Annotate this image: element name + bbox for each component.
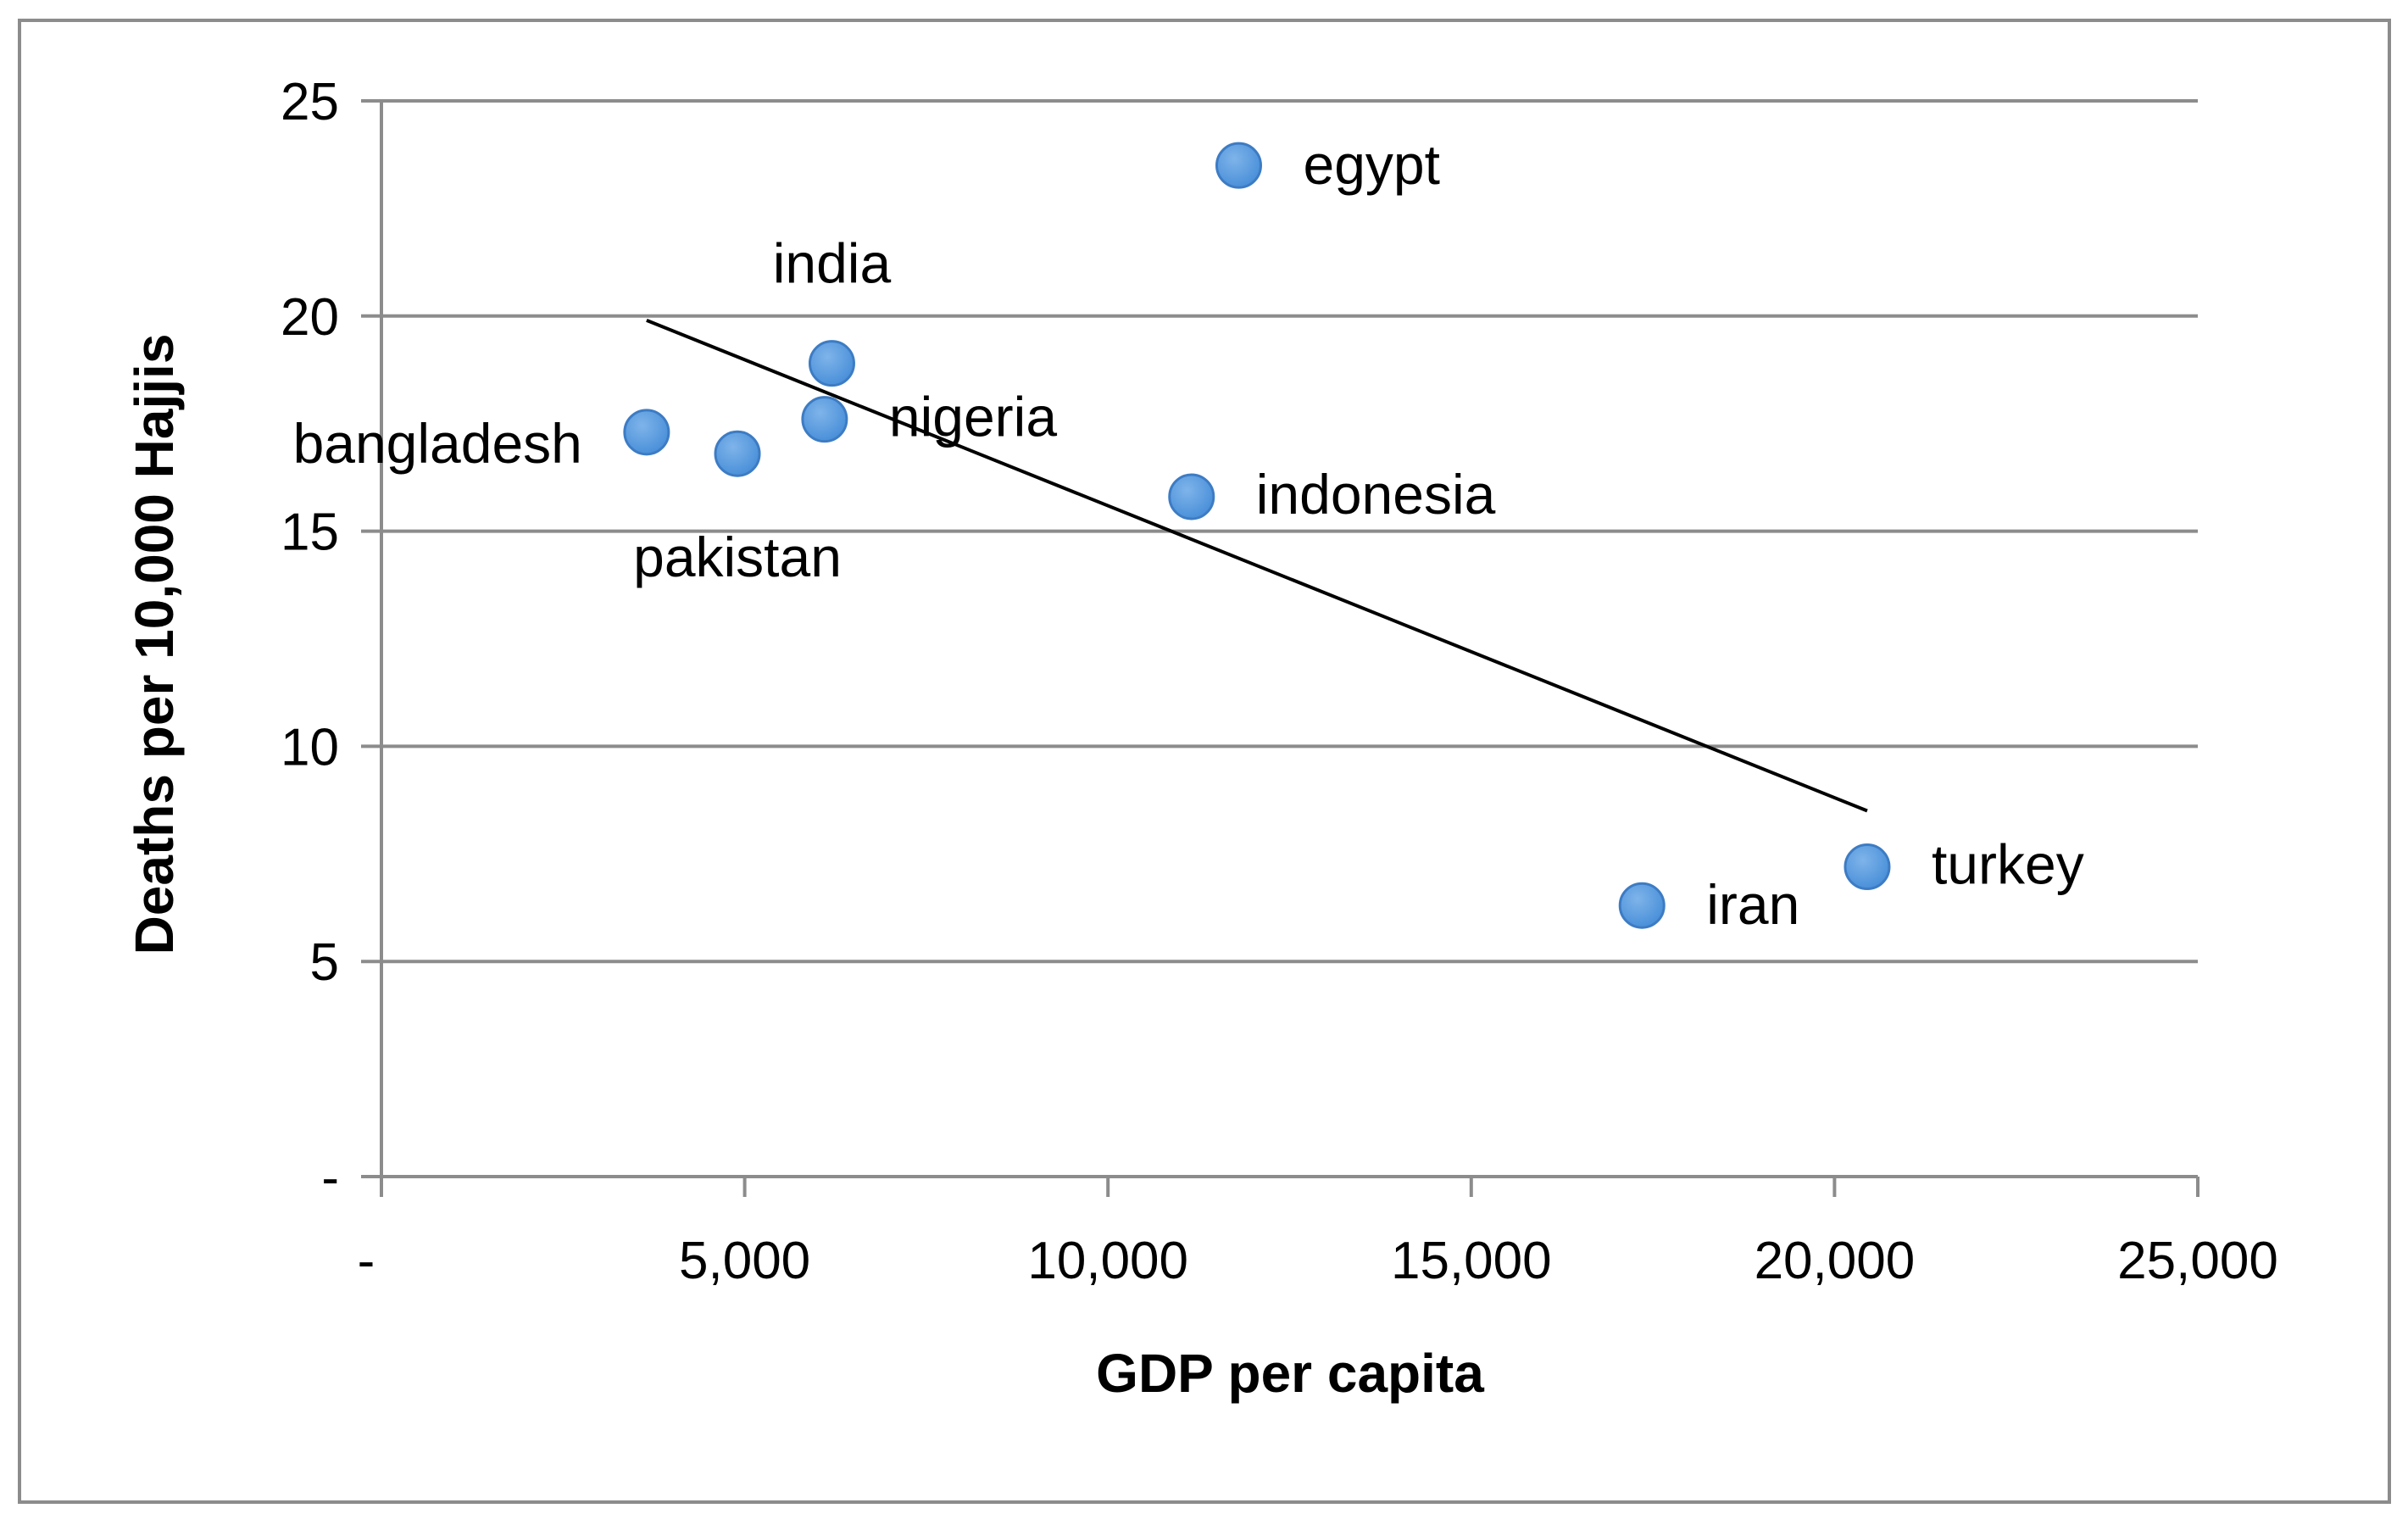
data-point [1215, 142, 1262, 189]
data-point [1168, 473, 1215, 520]
x-tick-label: - [358, 1232, 375, 1290]
point-label: turkey [1932, 833, 2084, 896]
point-label: egypt [1303, 133, 1439, 196]
point-label: india [773, 232, 892, 295]
y-tick-label: 25 [281, 73, 339, 131]
data-point [801, 396, 848, 443]
x-tick-label: 5,000 [679, 1232, 810, 1290]
point-label: indonesia [1256, 463, 1496, 526]
y-tick-label: 10 [281, 718, 339, 776]
y-tick-label: - [321, 1149, 339, 1207]
point-label: pakistan [633, 526, 842, 588]
point-labels: egypt india nigeria bangladesh pakistan indon… [293, 133, 2084, 936]
y-tick-label: 20 [281, 288, 339, 347]
trendline-layer [646, 319, 1868, 813]
y-tick-label: 5 [310, 933, 339, 992]
data-point [1844, 843, 1891, 891]
axes: - 5 10 15 20 25 - 5,000 10,000 15,000 20,000 25,000 [281, 73, 2278, 1290]
data-point [623, 409, 670, 456]
data-points [623, 142, 1891, 929]
x-tick-label: 15,000 [1391, 1232, 1552, 1290]
x-axis-title: GDP per capita [1096, 1343, 1484, 1404]
x-tick-label: 10,000 [1027, 1232, 1188, 1290]
point-label: bangladesh [293, 412, 582, 475]
point-label: nigeria [889, 386, 1057, 448]
trendline [646, 319, 1868, 813]
y-axis-title: Deaths per 10,000 Hajjis [124, 334, 185, 955]
chart-border [18, 19, 2391, 1504]
y-tick-label: 15 [281, 504, 339, 562]
data-point [1618, 882, 1666, 929]
data-point [714, 430, 761, 477]
gridlines [381, 99, 2198, 964]
x-tick-label: 20,000 [1755, 1232, 1916, 1290]
x-tick-label: 25,000 [2117, 1232, 2278, 1290]
data-point [808, 340, 855, 387]
point-label: iran [1706, 873, 1799, 936]
